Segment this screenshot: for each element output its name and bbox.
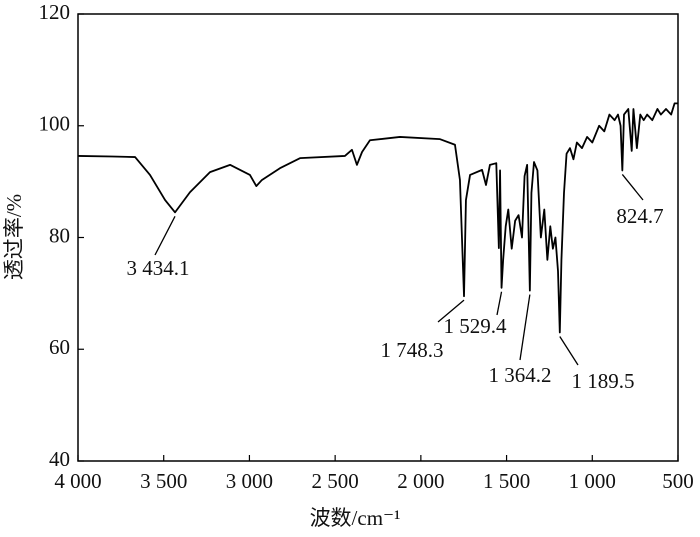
annotation-label: 1 189.5	[572, 369, 635, 393]
x-tick-label: 1 000	[569, 469, 616, 493]
x-tick-label: 500	[662, 469, 694, 493]
x-tick-label: 4 000	[54, 469, 101, 493]
y-tick-label: 120	[39, 0, 71, 24]
x-tick-label: 3 500	[140, 469, 187, 493]
annotation-label: 3 434.1	[127, 256, 190, 280]
x-tick-label: 2 000	[397, 469, 444, 493]
y-tick-label: 40	[49, 447, 70, 471]
annotation-label: 1 364.2	[489, 363, 552, 387]
x-tick-label: 2 500	[312, 469, 359, 493]
y-axis-label: 透过率/%	[2, 194, 26, 280]
annotation-leader	[519, 294, 531, 361]
spectrum-line	[77, 102, 678, 334]
annotation-leader	[154, 216, 176, 256]
annotation-label: 1 529.4	[444, 314, 508, 338]
y-tick-label: 100	[39, 112, 71, 136]
annotation-label: 1 748.3	[381, 338, 444, 362]
annotation-leader	[437, 299, 465, 323]
annotation-leader	[496, 291, 503, 316]
x-tick-label: 3 000	[226, 469, 273, 493]
plot-frame	[77, 13, 679, 462]
y-tick-label: 80	[49, 223, 70, 247]
annotation-leader	[559, 336, 579, 366]
x-tick-label: 1 500	[483, 469, 530, 493]
x-axis-label: 波数/cm⁻¹	[310, 506, 401, 530]
annotation-leader	[621, 174, 644, 201]
annotation-label: 824.7	[616, 204, 663, 228]
y-tick-label: 60	[49, 335, 70, 359]
